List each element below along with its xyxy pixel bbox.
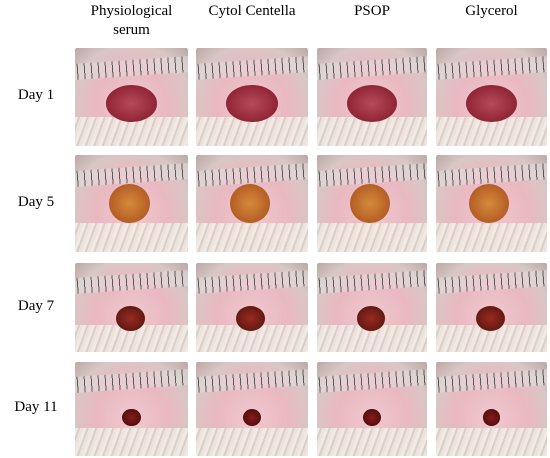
ruler [317,269,427,294]
fur [436,427,547,456]
wound [350,184,390,223]
wound [243,409,261,426]
wound [363,409,381,426]
fur [75,222,188,252]
column-header: Glycerol [465,3,518,19]
ruler [75,368,188,394]
wound-photo [75,263,188,352]
row-label: Day 5 [17,193,55,210]
wound [108,184,150,223]
wound [226,85,278,123]
wound-photo [196,362,308,456]
wound [122,409,141,426]
ruler [196,369,308,394]
wound [105,85,158,123]
ruler [75,55,188,81]
row-label: Day 7 [17,297,55,314]
wound [356,305,386,331]
wound [482,409,501,426]
wound [346,85,398,123]
ruler [75,269,188,294]
wound-photo [317,155,427,252]
row-label: Day 1 [17,87,55,103]
wound-photo [75,48,188,146]
fur [317,222,427,252]
row-label: Day 11 [14,399,58,415]
ruler [317,369,427,394]
ruler [317,55,427,80]
wound-photo [75,362,188,456]
wound [469,184,510,223]
wound-photo [317,263,427,352]
ruler [196,55,308,80]
wound-photo [436,263,547,352]
ruler [196,269,308,294]
column-header: Cytol Centella [208,3,296,19]
wound-photo [75,155,188,252]
ruler [436,269,547,294]
wound [465,85,518,123]
wound-photo [317,362,427,456]
wound [236,305,266,331]
fur [196,427,308,456]
wound-photo [196,155,308,252]
ruler [436,369,547,394]
wound [115,305,146,331]
wound-photo [196,263,308,352]
wound-photo [436,362,547,456]
wound-photo [317,48,427,146]
fur [317,427,427,456]
ruler [436,55,547,80]
column-header: PSOP [354,3,390,19]
wound-photo [436,155,547,252]
wound [475,305,505,331]
fur [75,427,188,456]
wound [229,184,270,223]
wound-photo [436,48,547,146]
wound-photo [196,48,308,146]
column-header: Physiological serum [90,3,173,38]
fur [436,222,547,252]
fur [196,222,308,252]
